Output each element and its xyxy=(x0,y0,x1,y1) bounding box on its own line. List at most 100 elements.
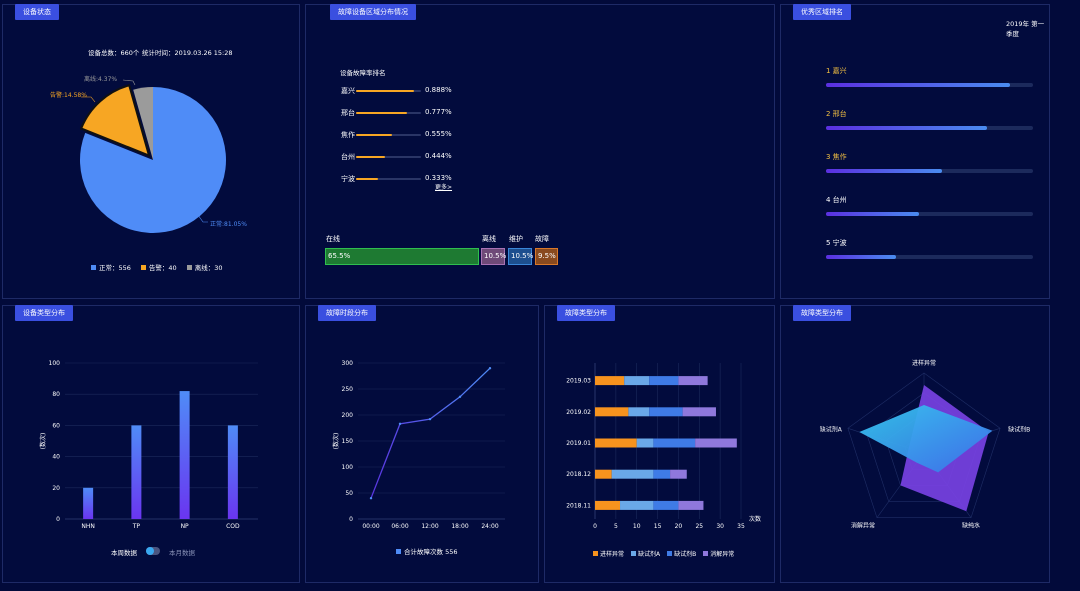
ranking-row-label: 4 台州 xyxy=(826,196,847,204)
radar-indicator-label: 缺试剂B xyxy=(1008,425,1030,433)
status-cell-fault: 9.5% xyxy=(535,248,558,265)
y-tick-label: 100 xyxy=(49,360,61,367)
y-tick-label: 2019.02 xyxy=(566,409,591,416)
legend-item[interactable]: 消解异常 xyxy=(703,549,734,558)
bar-NHN xyxy=(83,487,94,519)
legend-swatch xyxy=(703,551,709,556)
hbar-legend: 进样异常 缺试剂A 缺试剂B 消解异常 xyxy=(593,549,734,558)
ranking-row-track xyxy=(826,83,1033,87)
panel-title: 故障类型分布 xyxy=(793,305,851,321)
pie-legend: 正常：556 告警：40 离线：30 xyxy=(91,262,222,272)
rate-row-name: 宁波 xyxy=(341,175,355,183)
rate-row-fill xyxy=(356,112,407,114)
status-cell-offline: 10.5% xyxy=(481,248,506,265)
rate-row-name: 邢台 xyxy=(341,109,355,117)
legend-item[interactable]: 缺试剂B xyxy=(667,549,696,558)
radar-series-1 xyxy=(859,405,993,473)
status-header-maintain: 维护 xyxy=(509,235,523,243)
rate-row-value: 0.333% xyxy=(425,174,452,182)
more-link[interactable]: 更多> xyxy=(435,184,453,191)
legend-item-normal[interactable]: 正常：556 xyxy=(91,262,131,272)
panel-title: 设备类型分布 xyxy=(15,305,73,321)
x-tick-label: 12:00 xyxy=(421,523,438,530)
y-tick-label: 80 xyxy=(52,391,60,398)
panel-title: 故障类型分布 xyxy=(557,305,615,321)
x-tick-label: NHN xyxy=(81,523,95,530)
line-legend[interactable]: 合计故障次数 556 xyxy=(396,546,457,556)
y-tick-label: 50 xyxy=(345,490,353,497)
fault-type-stacked-bar-chart: 0 5 10 15 20 25 30 35 次数 2019.03 2019.02 2019.01 201… xyxy=(566,363,761,530)
panel-device-type: 设备类型分布 0 20 40 60 80 100 (数次) NHN TP NP COD 本周数据 本… xyxy=(2,305,300,583)
pie-slice-正常 xyxy=(79,87,226,233)
rate-row-track xyxy=(356,90,421,92)
leader-line-normal xyxy=(197,214,208,223)
rate-title: 设备故障率排名 xyxy=(340,69,386,77)
pie-slice-离线 xyxy=(133,87,153,160)
stack-segment xyxy=(628,407,650,417)
line-point xyxy=(398,422,402,426)
x-tick-label: TP xyxy=(132,523,141,530)
x-tick-label: NP xyxy=(181,523,189,530)
y-tick-label: 2018.11 xyxy=(566,502,591,509)
line-point xyxy=(428,417,432,421)
status-header-offline: 离线 xyxy=(482,235,496,243)
ranking-row-fill xyxy=(826,212,920,216)
rate-row-fill xyxy=(356,156,385,158)
ranking-row-track xyxy=(826,126,1033,130)
y-tick-label: 60 xyxy=(52,422,60,429)
y-tick-label: 300 xyxy=(342,360,354,367)
x-tick-label: 00:00 xyxy=(362,523,379,530)
legend-item-offline[interactable]: 离线：30 xyxy=(186,262,222,272)
rate-row-value: 0.777% xyxy=(425,108,452,116)
stack-segment xyxy=(653,438,696,448)
stack-segment xyxy=(695,438,737,448)
legend-swatch xyxy=(186,265,192,270)
x-tick-label: 06:00 xyxy=(391,523,408,530)
leader-line-offline xyxy=(122,79,136,86)
status-header-online: 在线 xyxy=(326,235,340,243)
panel-title: 设备状态 xyxy=(15,4,59,20)
y-tick-label: 250 xyxy=(342,386,354,393)
legend-swatch xyxy=(140,265,146,270)
x-tick-label: COD xyxy=(226,523,240,530)
line-point xyxy=(488,367,492,370)
ranking-row-label: 5 宁波 xyxy=(826,239,847,247)
panel-fault-type-radar: 故障类型分布 进样异常 缺试剂B 缺纯水 消解异常 缺试剂A xyxy=(780,305,1050,583)
ranking-row-track xyxy=(826,212,1033,216)
summary-time: 统计时间：2019.03.26 15:28 xyxy=(142,49,233,57)
panel-fault-area: 故障设备区域分布情况 设备故障率排名 嘉兴 0.888% 邢台 0.777% 焦作 0.5… xyxy=(305,4,775,299)
device-type-bar-chart: 0 20 40 60 80 100 (数次) NHN TP NP COD xyxy=(39,360,258,530)
x-axis-label: 次数 xyxy=(749,515,761,523)
panel-device-status: 设备状态 设备总数：660个 统计时间：2019.03.26 15:28 离线:… xyxy=(2,4,300,299)
y-tick-label: 2018.12 xyxy=(566,471,591,478)
rate-row-fill xyxy=(356,90,414,92)
legend-swatch xyxy=(667,551,673,556)
legend-item[interactable]: 缺试剂A xyxy=(631,549,660,558)
stack-segment xyxy=(595,469,612,479)
y-axis-label: (数次) xyxy=(39,433,47,450)
stack-segment xyxy=(611,469,654,479)
legend-item[interactable]: 进样异常 xyxy=(593,549,624,558)
x-tick-label: 15 xyxy=(654,523,662,530)
leader-line-alarm xyxy=(81,96,96,103)
stack-segment xyxy=(678,500,704,510)
period-toggle[interactable] xyxy=(146,547,160,555)
x-tick-label: 24:00 xyxy=(481,523,498,530)
rate-row-track xyxy=(356,134,421,136)
rate-row-value: 0.888% xyxy=(425,86,452,94)
legend-item-alarm[interactable]: 告警：40 xyxy=(140,262,177,272)
legend-swatch xyxy=(91,265,96,270)
legend-swatch xyxy=(593,551,598,556)
x-tick-label: 5 xyxy=(614,523,618,530)
toggle-month-label[interactable]: 本月数据 xyxy=(169,549,195,557)
ranking-row-label: 2 邢台 xyxy=(826,110,847,118)
pie-chart xyxy=(79,79,226,233)
ranking-row-fill xyxy=(826,126,988,130)
bar-NP xyxy=(179,391,190,519)
radar-indicator-label: 缺纯水 xyxy=(962,522,980,530)
ranking-row-fill xyxy=(826,83,1011,87)
ranking-row-fill xyxy=(826,169,942,173)
stack-segment xyxy=(653,500,679,510)
toggle-week-label[interactable]: 本周数据 xyxy=(111,549,137,557)
